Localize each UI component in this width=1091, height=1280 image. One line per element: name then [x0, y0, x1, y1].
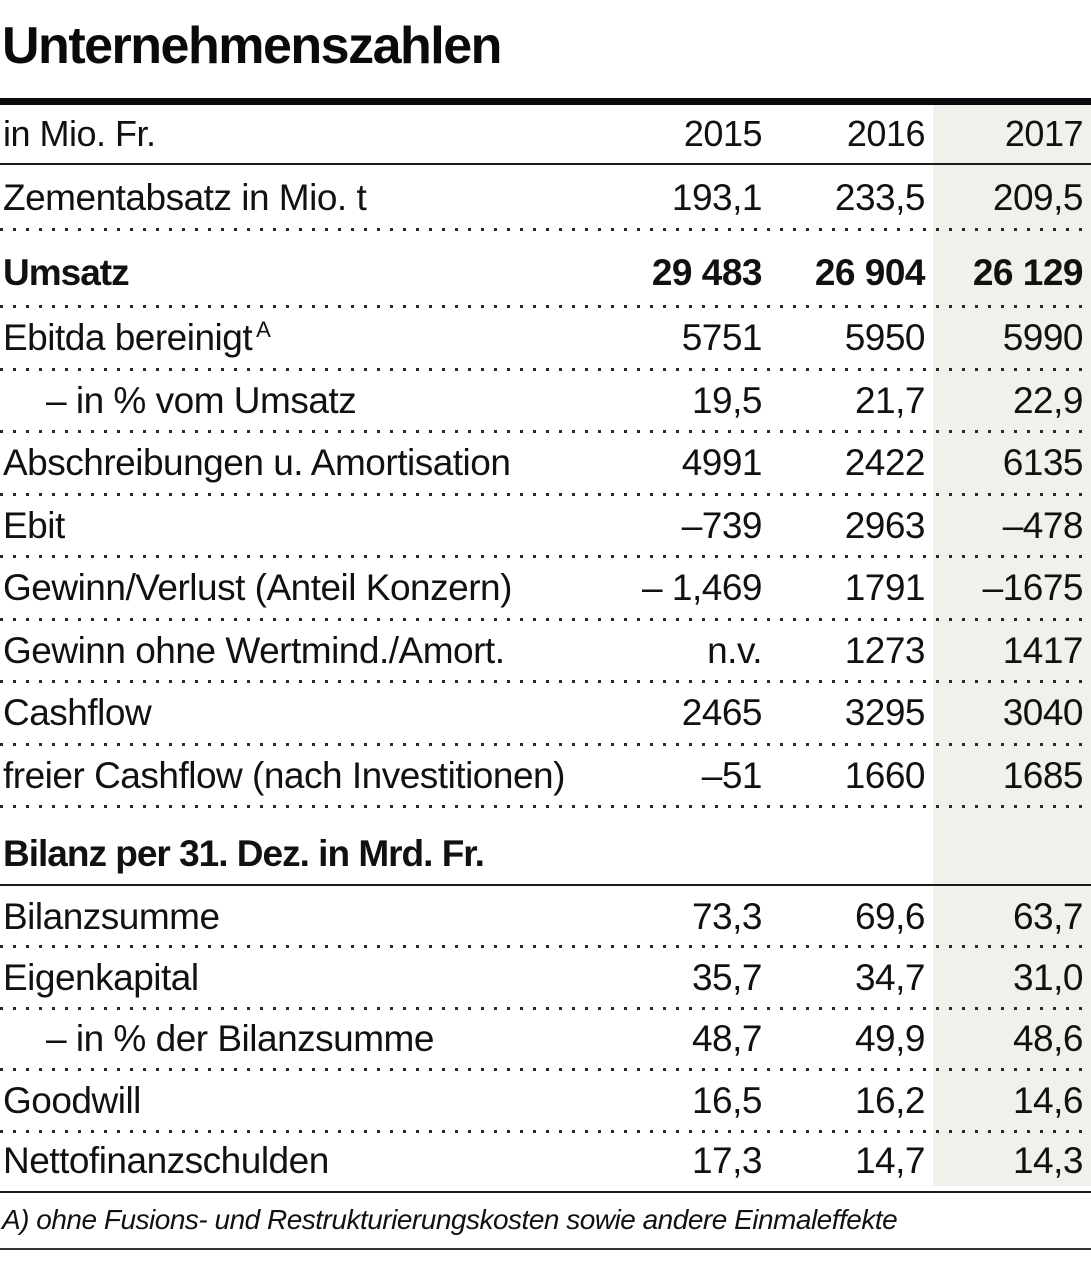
cell-2017: 26 129	[972, 251, 1084, 293]
table-row-nettofinanzschulden: Nettofinanzschulden 17,3 14,7 14,3	[0, 1132, 1091, 1193]
table-row-zementabsatz: Zementabsatz in Mio. t 193,1 233,5 209,5	[0, 165, 1091, 231]
cell-2015: –51	[701, 754, 763, 796]
section-header-bilanz: Bilanz per 31. Dez. in Mrd. Fr.	[0, 807, 1091, 886]
section-title: Bilanz per 31. Dez. in Mrd. Fr.	[3, 832, 485, 874]
table-row-eigenkapital: Eigenkapital 35,7 34,7 31,0	[0, 947, 1091, 1011]
cell-2017: –478	[1002, 504, 1084, 546]
cell-2016: 14,7	[854, 1140, 926, 1182]
cell-2016: 5950	[844, 317, 926, 359]
cell-2016: 21,7	[854, 379, 926, 421]
cell-2015: 193,1	[671, 176, 763, 218]
cell-2015: 29 483	[651, 251, 763, 293]
footnote: A) ohne Fusions- und Restrukturierungsko…	[0, 1193, 1091, 1250]
row-label: Ebitda bereinigt A	[3, 316, 271, 359]
row-label: Nettofinanzschulden	[3, 1140, 329, 1182]
company-figures-table: in Mio. Fr. 2015 2016 2017 Zementabsatz …	[0, 105, 1091, 1250]
table-row-umsatz: Umsatz 29 483 26 904 26 129	[0, 230, 1091, 308]
table-row-cashflow: Cashflow 2465 3295 3040	[0, 682, 1091, 745]
cell-2016: 16,2	[854, 1079, 926, 1121]
cell-2017: 1417	[1002, 629, 1084, 671]
table-row-ebitda-bereinigt: Ebitda bereinigt A 5751 5950 5990	[0, 307, 1091, 370]
cell-2015: 4991	[681, 442, 763, 484]
cell-2015: – 1,469	[642, 567, 762, 609]
title-block: Unternehmenszahlen	[0, 0, 1091, 105]
cell-2016: 1791	[844, 567, 926, 609]
cell-2016: 1660	[844, 754, 926, 796]
table-header-row: in Mio. Fr. 2015 2016 2017	[0, 105, 1091, 165]
cell-2016: 2963	[844, 504, 926, 546]
cell-2016: 2422	[844, 442, 926, 484]
unit-label: in Mio. Fr.	[3, 113, 156, 154]
table-row-gewinn-ohne-wertmind: Gewinn ohne Wertmind./Amort. n.v. 1273 1…	[0, 620, 1091, 683]
cell-2017: 31,0	[1012, 957, 1084, 999]
row-label: Goodwill	[3, 1079, 141, 1121]
cell-2016: 34,7	[854, 957, 926, 999]
cell-2017: 22,9	[1012, 379, 1084, 421]
cell-2017: 5990	[1002, 317, 1084, 359]
row-label: Gewinn ohne Wertmind./Amort.	[3, 629, 505, 671]
cell-2017: 6135	[1002, 442, 1084, 484]
row-label: Eigenkapital	[3, 957, 199, 999]
row-label: Zementabsatz in Mio. t	[3, 176, 367, 218]
year-header-2016: 2016	[846, 113, 926, 154]
row-label: – in % vom Umsatz	[46, 379, 357, 421]
cell-2015: 16,5	[691, 1079, 763, 1121]
cell-2015: 35,7	[691, 957, 763, 999]
cell-2017: 14,3	[1012, 1140, 1084, 1182]
table-row-goodwill: Goodwill 16,5 16,2 14,6	[0, 1070, 1091, 1133]
cell-2016: 233,5	[834, 176, 926, 218]
row-label: Gewinn/Verlust (Anteil Konzern)	[3, 567, 512, 609]
cell-2017: –1675	[982, 567, 1084, 609]
cell-2017: 63,7	[1012, 895, 1084, 937]
cell-2016: 1273	[844, 629, 926, 671]
row-label: Abschreibungen u. Amortisation	[3, 442, 511, 484]
table-row-freier-cashflow: freier Cashflow (nach Investitionen) –51…	[0, 745, 1091, 808]
row-label: – in % der Bilanzsumme	[46, 1018, 434, 1060]
cell-2016: 69,6	[854, 895, 926, 937]
cell-2015: 19,5	[691, 379, 763, 421]
row-label: Umsatz	[3, 251, 130, 293]
row-label: freier Cashflow (nach Investitionen)	[3, 754, 565, 796]
cell-2016: 26 904	[814, 251, 926, 293]
table-row-eigenkapital-quote: – in % der Bilanzsumme 48,7 49,9 48,6	[0, 1009, 1091, 1072]
year-header-2015: 2015	[683, 113, 763, 154]
cell-2017: 209,5	[992, 176, 1084, 218]
cell-2015: n.v.	[707, 629, 762, 671]
cell-2015: 48,7	[691, 1018, 763, 1060]
cell-2017: 48,6	[1012, 1018, 1084, 1060]
table-row-abschreibungen: Abschreibungen u. Amortisation 4991 2422…	[0, 432, 1091, 495]
cell-2017: 14,6	[1012, 1079, 1084, 1121]
row-label: Bilanzsumme	[3, 895, 220, 937]
cell-2015: 73,3	[691, 895, 763, 937]
footnote-text: A) ohne Fusions- und Restrukturierungsko…	[2, 1204, 898, 1236]
table-row-ebitda-marge: – in % vom Umsatz 19,5 21,7 22,9	[0, 370, 1091, 433]
cell-2016: 49,9	[854, 1018, 926, 1060]
highlight-column-2017	[933, 105, 1091, 1186]
cell-2016: 3295	[844, 692, 926, 734]
row-label: Ebit	[3, 504, 65, 546]
year-header-2017: 2017	[1004, 113, 1084, 154]
cell-2017: 1685	[1002, 754, 1084, 796]
table-row-bilanzsumme: Bilanzsumme 73,3 69,6 63,7	[0, 886, 1091, 949]
cell-2015: 17,3	[691, 1140, 763, 1182]
cell-2017: 3040	[1002, 692, 1084, 734]
row-label: Cashflow	[3, 692, 152, 734]
cell-2015: –739	[681, 504, 763, 546]
footnote-marker-a: A	[256, 316, 271, 342]
table-row-gewinn-verlust: Gewinn/Verlust (Anteil Konzern) – 1,469 …	[0, 557, 1091, 620]
cell-2015: 5751	[681, 317, 763, 359]
table-row-ebit: Ebit –739 2963 –478	[0, 495, 1091, 558]
cell-2015: 2465	[681, 692, 763, 734]
page-title: Unternehmenszahlen	[2, 17, 502, 75]
